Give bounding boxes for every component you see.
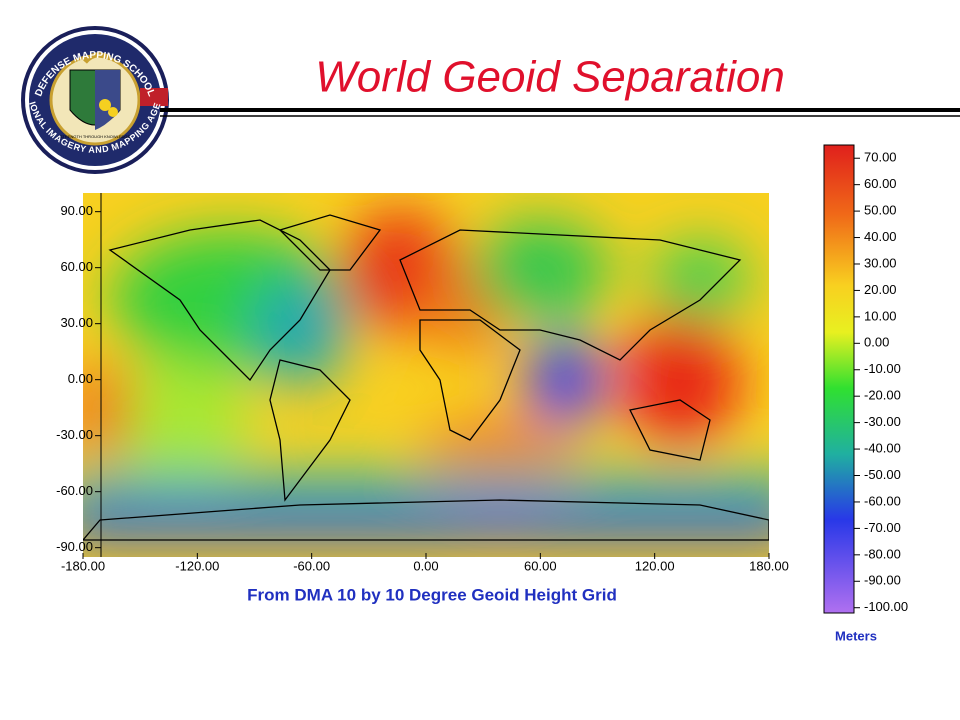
colorbar-tick-label: -60.00 [864,493,901,508]
colorbar-tick-label: 10.00 [864,308,897,323]
y-tick-label: -90.00 [56,539,93,554]
slide-title: World Geoid Separation [315,53,785,102]
geoid-field [83,193,769,557]
x-tick-label: 180.00 [749,558,789,573]
colorbar-tick-label: 50.00 [864,203,897,218]
colorbar-unit: Meters [835,628,877,643]
logo-motto: STRENGTH THROUGH KNOWLEDGE [60,134,131,139]
y-tick-label: 0.00 [68,371,93,386]
x-tick-label: -60.00 [293,558,330,573]
y-tick-label: -30.00 [56,427,93,442]
x-tick-label: 60.00 [524,558,557,573]
colorbar-tick-label: 70.00 [864,150,897,165]
colorbar-tick-label: -70.00 [864,520,901,535]
colorbar-tick-label: -90.00 [864,573,901,588]
y-tick-label: 30.00 [60,315,93,330]
y-tick-label: 90.00 [60,203,93,218]
colorbar-tick-label: 40.00 [864,229,897,244]
x-tick-label: -180.00 [61,558,105,573]
colorbar-tick-label: -100.00 [864,599,908,614]
y-tick-label: -60.00 [56,483,93,498]
x-tick-label: 120.00 [635,558,675,573]
colorbar-tick-label: -80.00 [864,546,901,561]
x-tick-label: 0.00 [413,558,438,573]
y-tick-label: 60.00 [60,259,93,274]
colorbar-tick-label: -10.00 [864,361,901,376]
colorbar [823,144,855,614]
colorbar-tick-label: 30.00 [864,255,897,270]
map-caption: From DMA 10 by 10 Degree Geoid Height Gr… [247,585,617,604]
colorbar-tick-label: -40.00 [864,441,901,456]
colorbar-tick-label: -20.00 [864,388,901,403]
colorbar-tick-label: -30.00 [864,414,901,429]
colorbar-tick-label: -50.00 [864,467,901,482]
logo: DEFENSE MAPPING SCHOOL NATIONAL IMAGERY … [0,0,169,174]
colorbar-tick-label: 0.00 [864,335,889,350]
x-tick-label: -120.00 [175,558,219,573]
colorbar-tick-label: 20.00 [864,282,897,297]
colorbar-tick-label: 60.00 [864,176,897,191]
